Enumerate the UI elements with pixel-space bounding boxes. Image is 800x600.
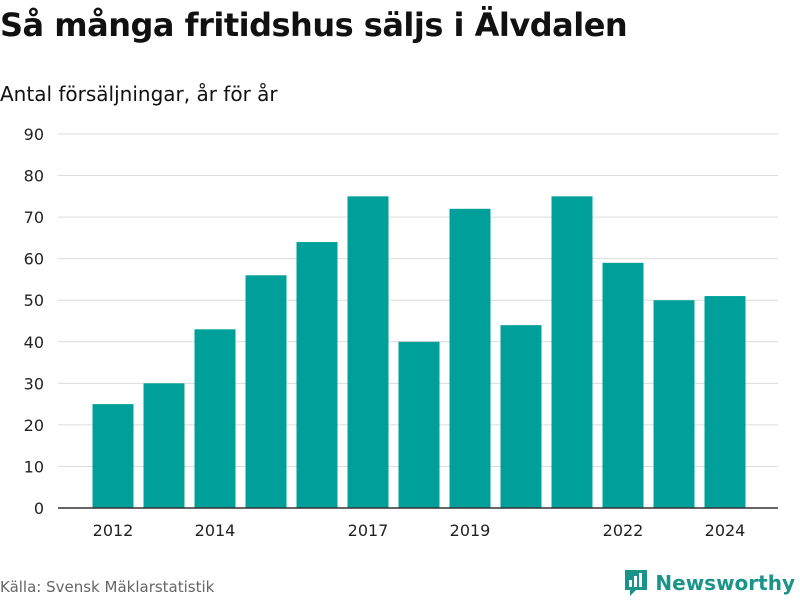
newsworthy-logo-icon — [625, 570, 648, 596]
brand-name: Newsworthy — [655, 571, 795, 595]
y-tick-label: 80 — [24, 167, 44, 186]
y-tick-label: 20 — [24, 416, 44, 435]
x-tick-label: 2014 — [195, 521, 236, 540]
x-tick-label: 2019 — [450, 521, 491, 540]
y-tick-label: 90 — [24, 125, 44, 144]
y-tick-label: 40 — [24, 333, 44, 352]
y-tick-label: 30 — [24, 374, 44, 393]
bar-2022 — [602, 262, 644, 508]
chart-title: Så många fritidshus säljs i Älvdalen — [0, 6, 628, 44]
source-note: Källa: Svensk Mäklarstatistik — [0, 578, 215, 596]
x-axis-ticks: 2012 2014 2017 2019 2022 2024 — [93, 521, 746, 540]
y-axis-ticks: 0 10 20 30 40 50 60 70 80 90 — [24, 125, 44, 518]
bar-2019 — [449, 208, 491, 509]
bars — [92, 196, 746, 509]
y-tick-label: 10 — [24, 457, 44, 476]
brand-logo[interactable]: Newsworthy — [623, 568, 795, 598]
y-tick-label: 0 — [34, 499, 44, 518]
bar-2021 — [551, 196, 593, 509]
y-tick-label: 50 — [24, 291, 44, 310]
bar-2015 — [245, 275, 287, 508]
x-tick-label: 2022 — [603, 521, 644, 540]
bar-2016 — [296, 242, 338, 509]
bar-2013 — [143, 383, 185, 508]
bar-2012 — [92, 404, 134, 508]
x-tick-label: 2017 — [348, 521, 389, 540]
y-tick-label: 70 — [24, 208, 44, 227]
bar-2014 — [194, 329, 236, 508]
bar-2020 — [500, 325, 542, 508]
bar-2018 — [398, 341, 440, 508]
y-tick-label: 60 — [24, 250, 44, 269]
bar-2024 — [704, 296, 746, 508]
x-tick-label: 2012 — [93, 521, 134, 540]
bar-2017 — [347, 196, 389, 509]
bar-2023 — [653, 300, 695, 508]
x-tick-label: 2024 — [705, 521, 746, 540]
chart-subtitle: Antal försäljningar, år för år — [0, 82, 278, 106]
